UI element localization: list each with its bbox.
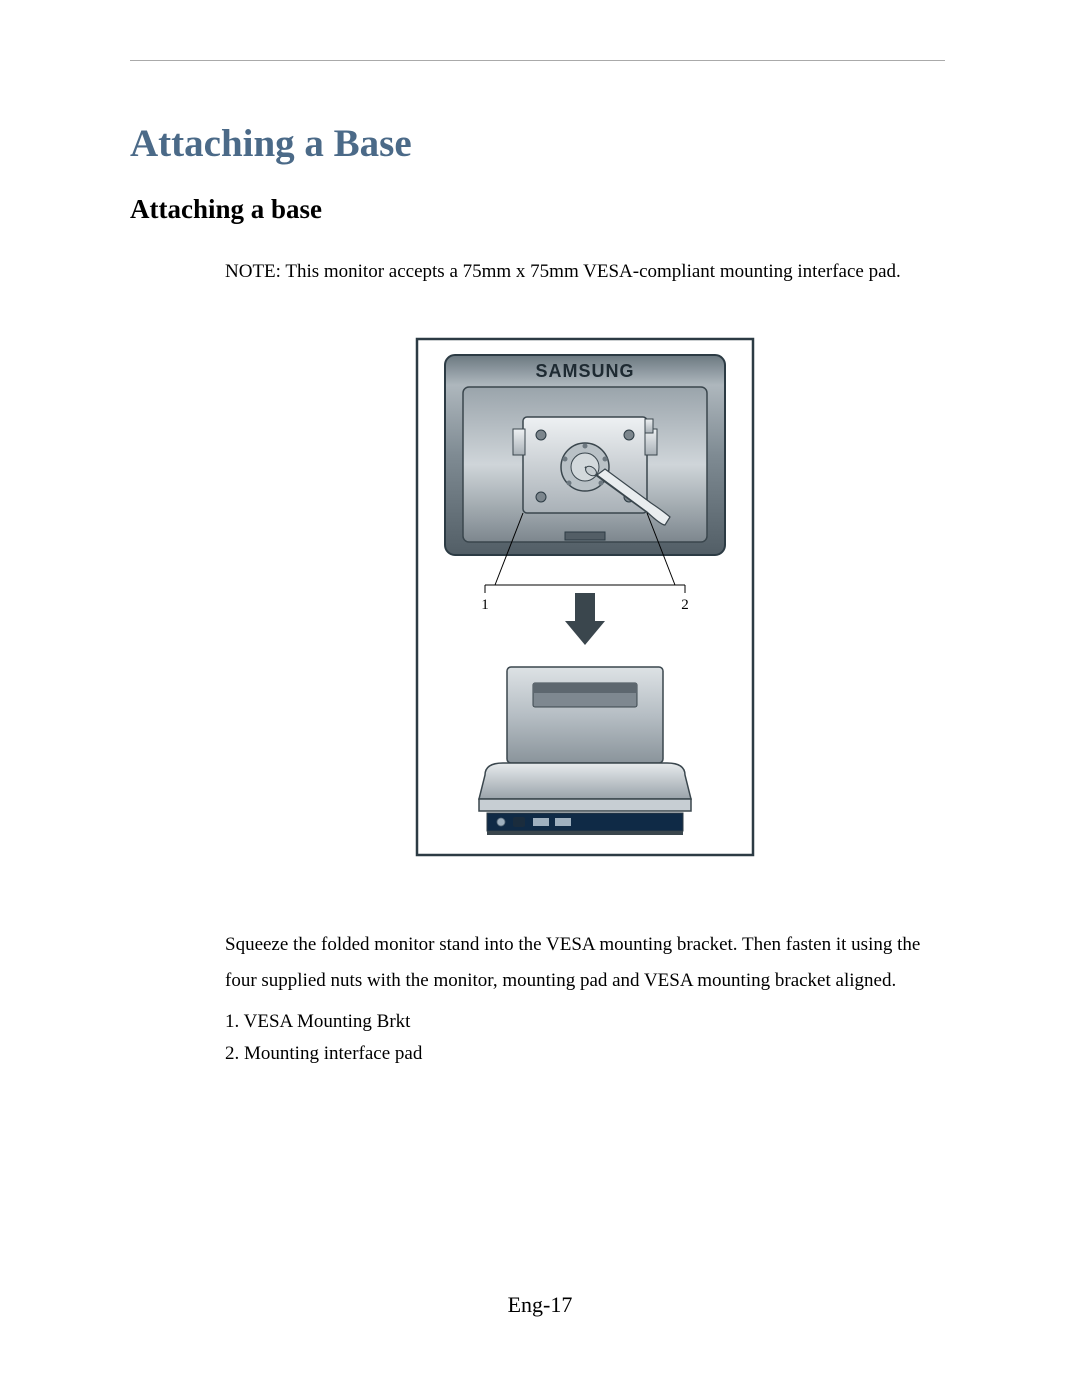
- section-subtitle: Attaching a base: [130, 194, 945, 225]
- instruction-paragraph: Squeeze the folded monitor stand into th…: [225, 927, 945, 999]
- body-content: NOTE: This monitor accepts a 75mm x 75mm…: [225, 257, 945, 1070]
- callout-2: 2: [681, 597, 689, 613]
- list-item-1: 1. VESA Mounting Brkt: [225, 1006, 945, 1038]
- callout-1: 1: [481, 597, 489, 613]
- brand-text: SAMSUNG: [535, 361, 634, 381]
- document-page: Attaching a Base Attaching a base NOTE: …: [0, 0, 1080, 1070]
- monitor-diagram: SAMSUNG: [415, 337, 755, 857]
- top-horizontal-rule: [130, 60, 945, 61]
- page-number: Eng-17: [0, 1292, 1080, 1318]
- page-title: Attaching a Base: [130, 121, 945, 166]
- note-text: NOTE: This monitor accepts a 75mm x 75mm…: [225, 257, 945, 287]
- figure-container: SAMSUNG: [225, 337, 945, 857]
- list-item-2: 2. Mounting interface pad: [225, 1038, 945, 1070]
